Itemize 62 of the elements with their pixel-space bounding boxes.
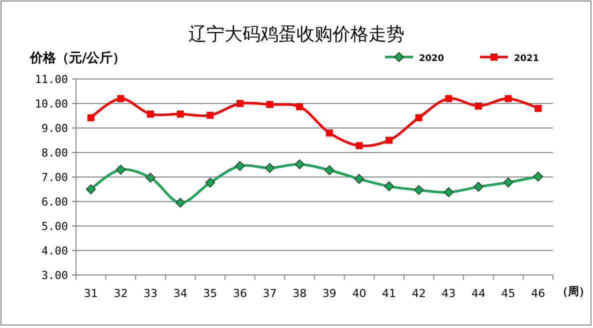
- y-tick-label: 10.00: [34, 98, 68, 110]
- x-tick-label: 45: [501, 287, 516, 300]
- x-tick-label: 37: [262, 287, 277, 300]
- point: [205, 178, 216, 188]
- point: [415, 114, 422, 122]
- point: [504, 95, 512, 102]
- point: [175, 198, 186, 208]
- point: [294, 159, 304, 170]
- y-tick-label: 5.00: [42, 220, 68, 233]
- point: [384, 181, 394, 192]
- point: [445, 95, 452, 102]
- point: [117, 95, 124, 102]
- point: [87, 114, 94, 122]
- x-axis-title: （周）: [557, 285, 590, 298]
- point: [264, 163, 275, 173]
- point: [356, 142, 363, 150]
- x-tick-label: 39: [322, 287, 336, 300]
- point: [474, 182, 484, 192]
- y-tick-label: 8.00: [42, 146, 68, 160]
- x-tick-label: 34: [173, 287, 188, 300]
- y-axis-title: 价格（元/公斤）: [29, 50, 126, 66]
- point: [296, 103, 304, 110]
- x-tick-label: 42: [412, 287, 426, 300]
- point: [534, 104, 542, 112]
- x-tick-label: 44: [471, 287, 486, 300]
- y-tick-label: 9.00: [42, 122, 68, 135]
- x-tick-label: 46: [531, 287, 546, 300]
- point: [206, 112, 214, 119]
- x-tick-label: 32: [114, 287, 128, 300]
- point: [474, 102, 482, 110]
- point: [116, 164, 126, 175]
- point: [533, 172, 543, 182]
- point: [147, 110, 154, 118]
- point: [86, 184, 96, 194]
- x-tick-label: 38: [292, 287, 307, 300]
- point: [235, 161, 245, 171]
- point: [354, 174, 364, 184]
- point: [414, 185, 424, 195]
- point: [386, 136, 393, 144]
- x-tick-label: 41: [382, 287, 396, 300]
- point: [444, 187, 454, 198]
- y-tick-label: 7.00: [42, 171, 68, 184]
- point: [326, 129, 333, 136]
- point: [146, 172, 156, 183]
- point: [503, 177, 514, 188]
- x-tick-label: 35: [203, 287, 218, 300]
- point: [324, 165, 334, 176]
- y-tick-label: 4.00: [42, 244, 68, 258]
- x-tick-label: 36: [232, 287, 247, 300]
- x-tick-label: 33: [144, 287, 158, 300]
- legend-label: 2020: [419, 54, 444, 64]
- legend-label: 2021: [514, 54, 540, 64]
- point: [236, 100, 244, 107]
- x-tick-label: 43: [442, 287, 456, 300]
- x-tick-label: 31: [84, 287, 98, 300]
- y-tick-label: 11.00: [34, 73, 68, 86]
- y-tick-label: 6.00: [42, 196, 68, 208]
- point: [266, 100, 274, 108]
- x-tick-label: 40: [352, 287, 366, 300]
- point: [176, 110, 184, 118]
- chart-title: 辽宁大码鸡蛋收购价格走势: [188, 24, 404, 45]
- y-tick-label: 3.00: [42, 269, 68, 282]
